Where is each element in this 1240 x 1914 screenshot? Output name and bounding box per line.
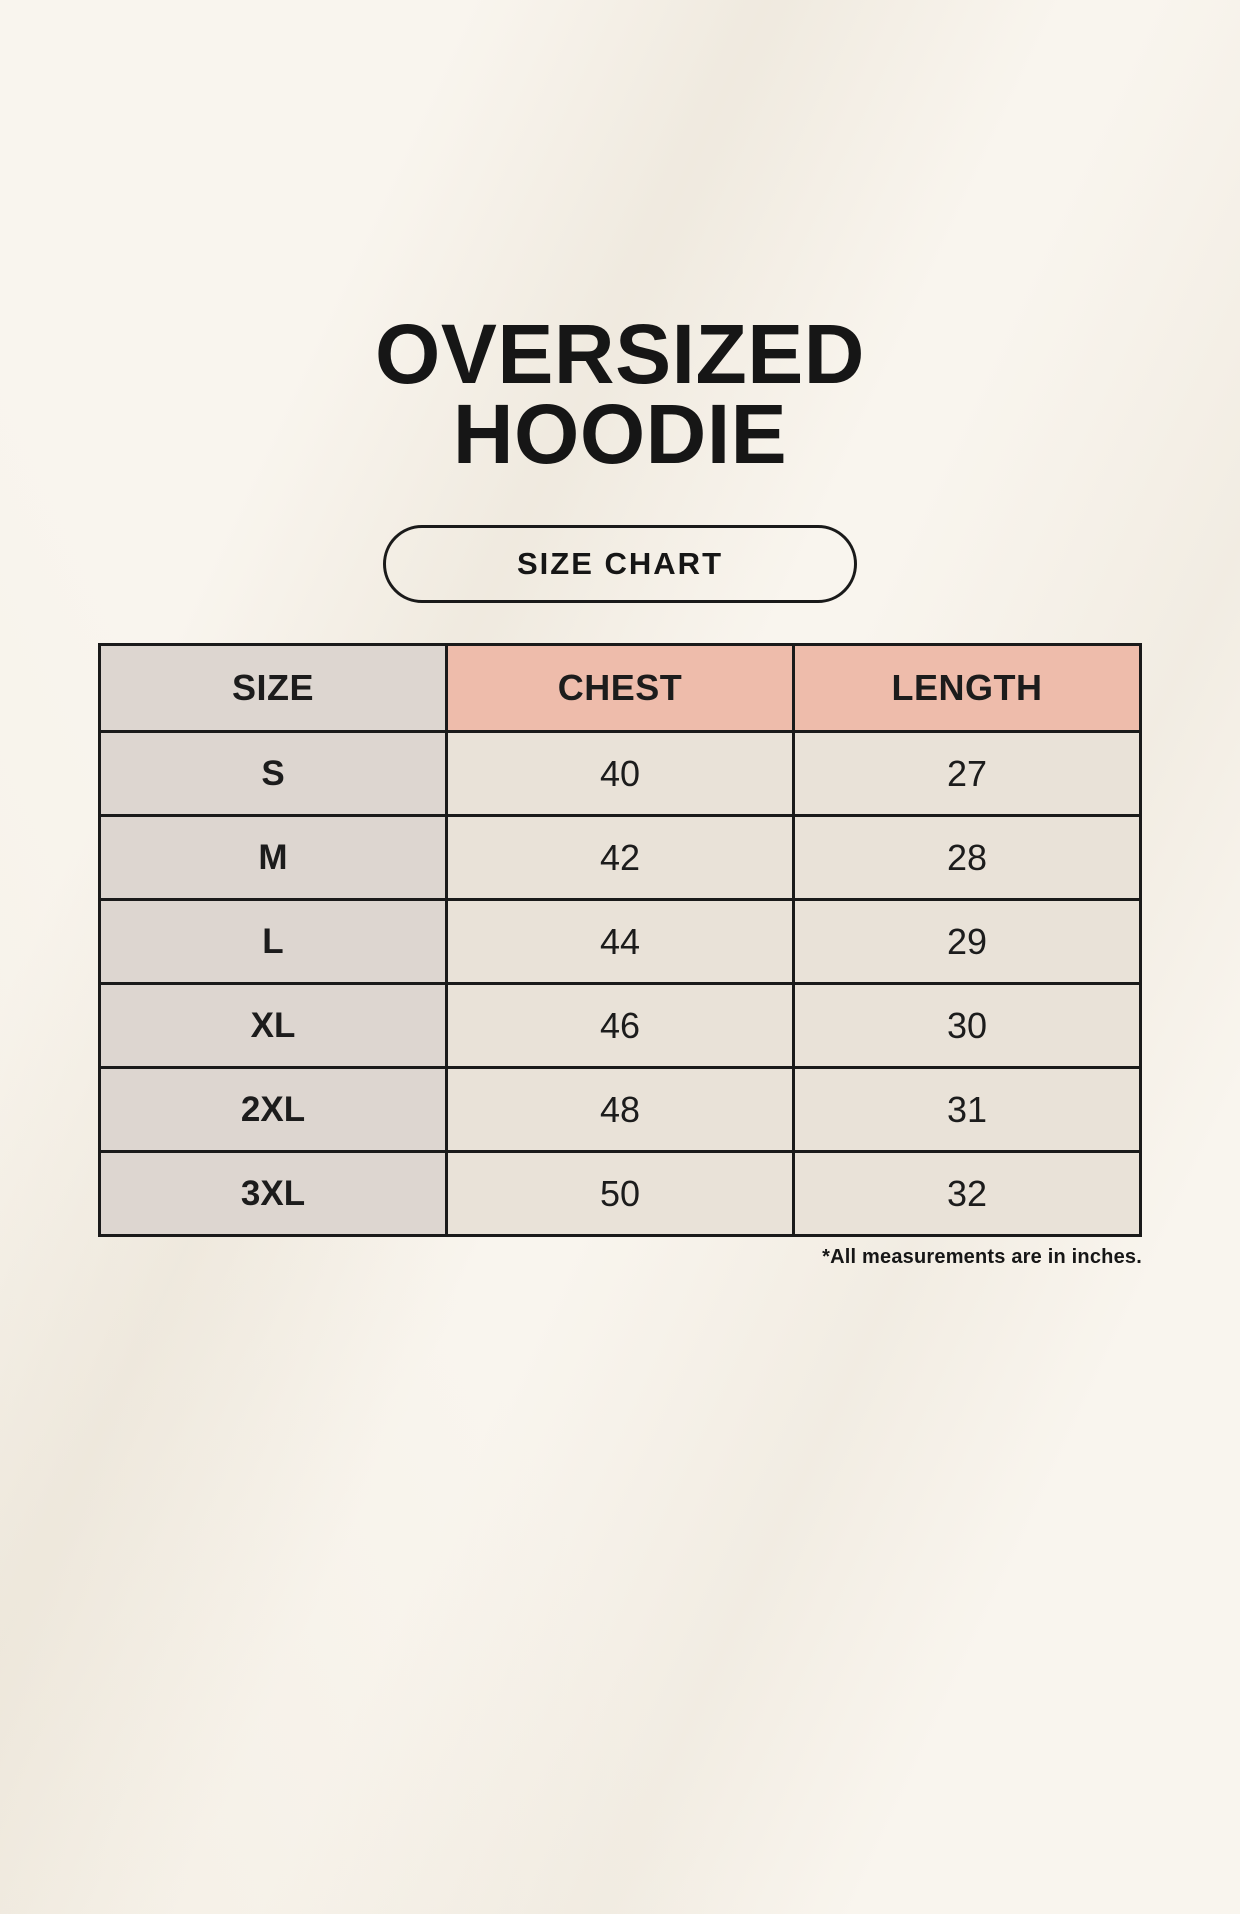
chest-cell: 44 [445, 898, 795, 985]
chest-cell: 46 [445, 982, 795, 1069]
size-cell: M [98, 814, 448, 901]
chest-cell: 40 [445, 730, 795, 817]
measurements-footnote: *All measurements are in inches. [822, 1246, 1142, 1268]
column-header-length: LENGTH [792, 643, 1142, 733]
size-chart-table: SIZE CHEST LENGTH S 40 27 M 42 28 L [98, 643, 1142, 1237]
length-cell: 28 [792, 814, 1142, 901]
length-cell: 30 [792, 982, 1142, 1069]
table-row-2xl: 2XL 48 31 [98, 1066, 1142, 1153]
size-chart-page: OVERSIZED HOODIE SIZE CHART SIZE CHEST L… [0, 307, 1240, 1914]
product-title-line1: OVERSIZED [375, 307, 865, 401]
size-chart-button[interactable]: SIZE CHART [383, 525, 857, 603]
size-chart-button-label: SIZE CHART [517, 546, 723, 581]
length-cell: 31 [792, 1066, 1142, 1153]
size-cell: XL [98, 982, 448, 1069]
size-cell: S [98, 730, 448, 817]
size-cell: L [98, 898, 448, 985]
table-row-l: L 44 29 [98, 898, 1142, 985]
length-cell: 32 [792, 1150, 1142, 1237]
size-cell: 3XL [98, 1150, 448, 1237]
size-cell: 2XL [98, 1066, 448, 1153]
size-chart-table-container: SIZE CHEST LENGTH S 40 27 M 42 28 L [98, 643, 1142, 1269]
table-header-row: SIZE CHEST LENGTH [98, 643, 1142, 733]
column-header-chest: CHEST [445, 643, 795, 733]
chest-cell: 42 [445, 814, 795, 901]
table-row-m: M 42 28 [98, 814, 1142, 901]
product-title: OVERSIZED HOODIE [0, 307, 1240, 481]
table-row-xl: XL 46 30 [98, 982, 1142, 1069]
chest-cell: 50 [445, 1150, 795, 1237]
product-title-line2: HOODIE [452, 387, 788, 481]
column-header-size: SIZE [98, 643, 448, 733]
length-cell: 29 [792, 898, 1142, 985]
table-row-3xl: 3XL 50 32 [98, 1150, 1142, 1237]
table-row-s: S 40 27 [98, 730, 1142, 817]
length-cell: 27 [792, 730, 1142, 817]
chest-cell: 48 [445, 1066, 795, 1153]
